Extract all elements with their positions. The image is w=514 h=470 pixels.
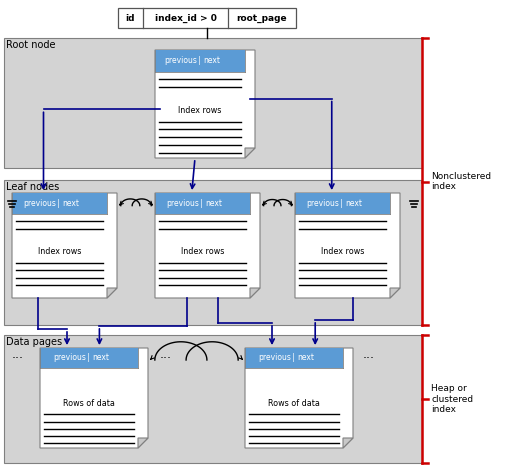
Polygon shape [343,438,353,448]
Text: Heap or
clustered
index: Heap or clustered index [431,384,473,414]
Text: Index rows: Index rows [38,247,81,256]
Text: next: next [203,56,220,65]
Polygon shape [12,193,117,298]
Text: next: next [92,353,109,362]
Bar [40,348,138,368]
Text: ...: ... [363,348,375,361]
Text: previous: previous [307,199,340,208]
Bar [12,193,107,214]
Text: |: | [291,353,295,362]
Bar [245,348,343,368]
Text: Leaf nodes: Leaf nodes [6,182,59,192]
Text: Data pages: Data pages [6,337,62,347]
Bar [295,193,390,214]
Text: Index rows: Index rows [321,247,364,256]
Text: previous: previous [53,353,86,362]
Text: next: next [297,353,314,362]
Text: |: | [340,199,343,208]
Polygon shape [40,348,148,448]
Bar [155,50,245,71]
Text: index_id > 0: index_id > 0 [155,14,216,23]
Polygon shape [155,50,255,158]
Polygon shape [107,288,117,298]
Text: |: | [87,353,89,362]
Polygon shape [390,288,400,298]
Text: Index rows: Index rows [181,247,224,256]
Bar [118,8,296,28]
Text: Nonclustered
index: Nonclustered index [431,172,491,191]
Polygon shape [250,288,260,298]
Bar [155,193,250,214]
Text: ...: ... [12,348,24,361]
Text: Index rows: Index rows [178,106,222,115]
Text: previous: previous [258,353,291,362]
Polygon shape [138,438,148,448]
Text: next: next [63,199,80,208]
Text: previous: previous [24,199,57,208]
Text: |: | [198,56,200,65]
Bar [4,38,422,168]
Text: Rows of data: Rows of data [63,400,115,408]
Text: ...: ... [160,348,172,361]
Text: |: | [57,199,60,208]
Text: Root node: Root node [6,40,56,50]
Text: previous: previous [167,199,199,208]
Bar [4,180,422,325]
Polygon shape [155,193,260,298]
Polygon shape [245,148,255,158]
Text: next: next [345,199,362,208]
Text: Rows of data: Rows of data [268,400,320,408]
Text: previous: previous [164,56,197,65]
Text: next: next [206,199,223,208]
Text: root_page: root_page [236,14,287,23]
Text: |: | [200,199,203,208]
Bar [4,335,422,463]
Polygon shape [245,348,353,448]
Polygon shape [295,193,400,298]
Text: id: id [126,14,135,23]
